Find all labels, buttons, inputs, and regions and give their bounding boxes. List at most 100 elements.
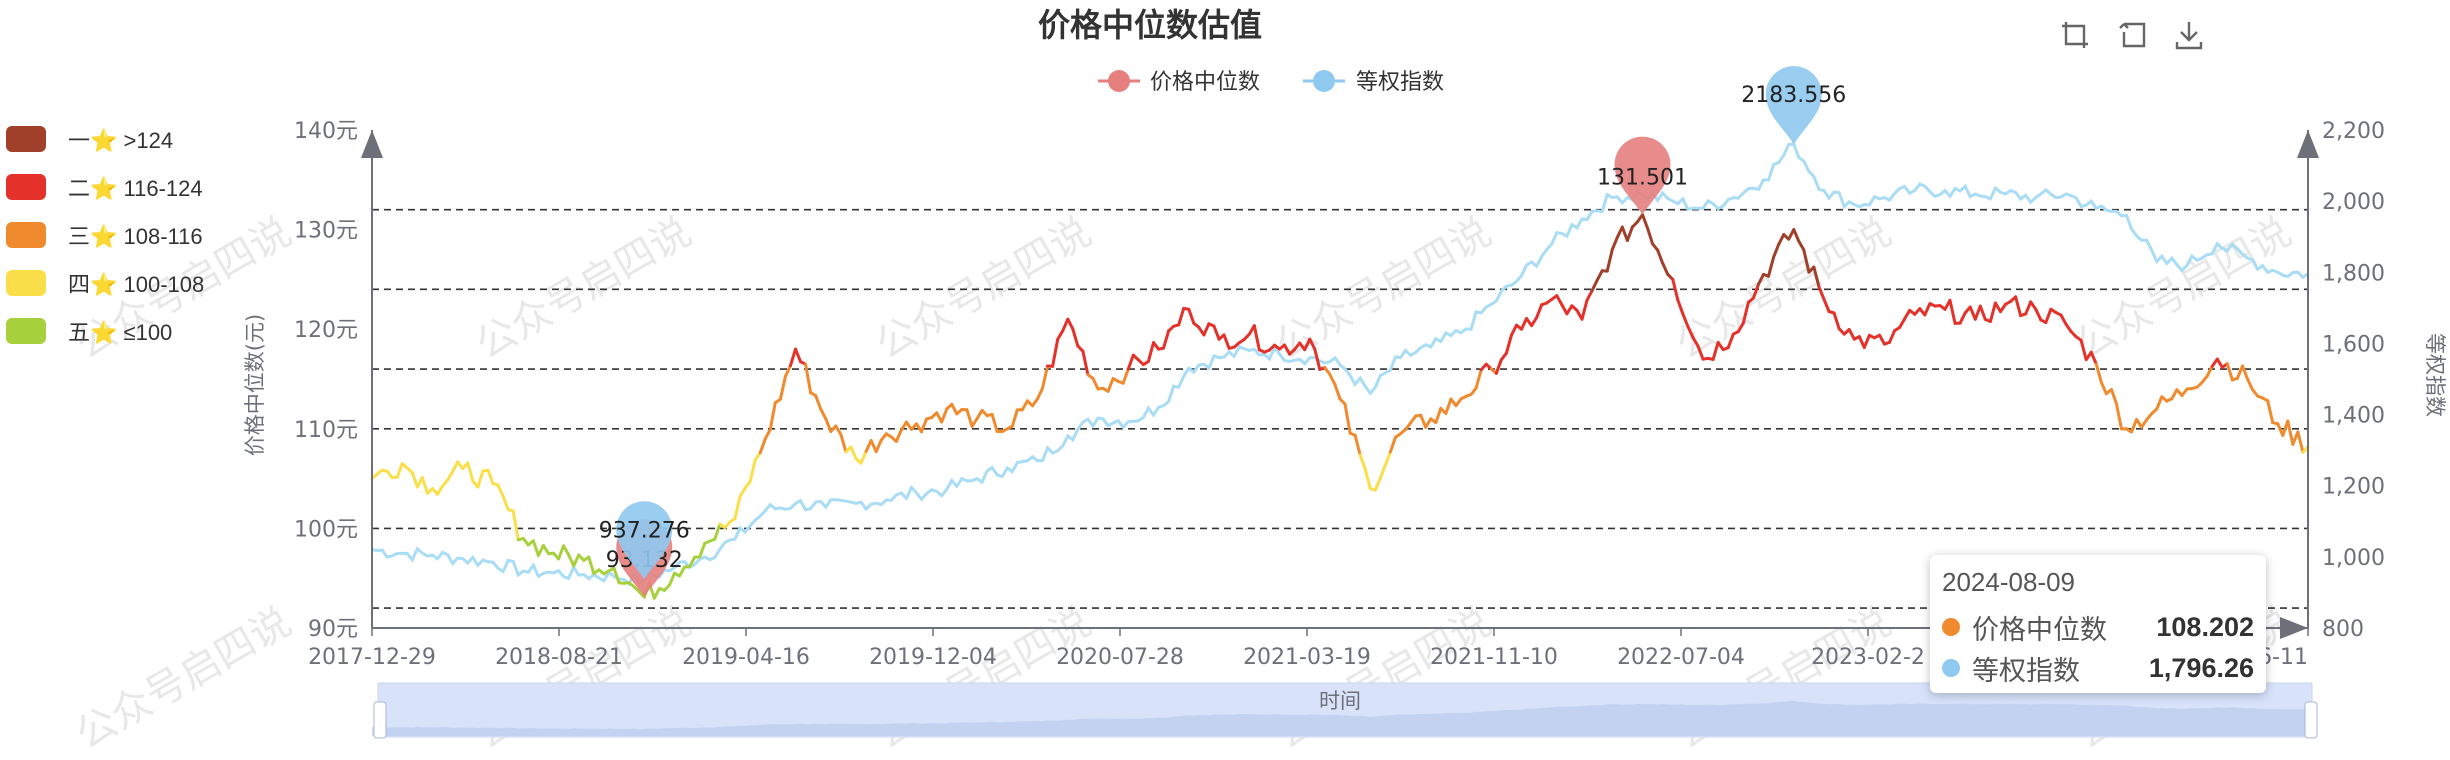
median-segment bbox=[2170, 388, 2179, 401]
median-segment bbox=[1363, 467, 1372, 491]
median-segment bbox=[1757, 272, 1765, 286]
median-segment bbox=[1671, 277, 1680, 302]
median-segment bbox=[1010, 408, 1019, 428]
y-right-tick-label: 1,000 bbox=[2322, 546, 2385, 571]
median-segment bbox=[864, 439, 873, 453]
median-segment bbox=[778, 375, 787, 401]
median-segment bbox=[557, 544, 566, 561]
y-left-ticks: 90元 100元 110元 120元 130元 140元 bbox=[294, 119, 358, 642]
y-left-tick-label: 130元 bbox=[294, 219, 358, 244]
median-segment bbox=[698, 541, 707, 559]
tooltip-series-value: 1,796.26 bbox=[2148, 652, 2254, 683]
median-segment bbox=[1212, 324, 1221, 341]
median-segment bbox=[1590, 278, 1599, 293]
median-segment bbox=[1530, 316, 1539, 328]
median-segment bbox=[1036, 386, 1044, 401]
median-segment bbox=[1283, 343, 1292, 356]
legend-item-median[interactable]: 价格中位数 bbox=[1098, 70, 1260, 95]
median-segment bbox=[562, 544, 571, 557]
median-segment bbox=[1741, 300, 1750, 325]
median-segment bbox=[1187, 307, 1196, 325]
median-segment bbox=[1878, 333, 1886, 346]
peak-pin bbox=[1614, 136, 1671, 215]
download-icon[interactable] bbox=[2172, 18, 2206, 52]
median-segment bbox=[1888, 329, 1897, 344]
median-segment bbox=[2246, 377, 2254, 392]
median-segment bbox=[1978, 304, 1987, 321]
median-segment bbox=[1973, 304, 1982, 321]
median-segment bbox=[1696, 344, 1705, 361]
median-segment bbox=[950, 402, 959, 416]
median-segment bbox=[1121, 367, 1130, 385]
restore-icon[interactable] bbox=[2116, 18, 2150, 52]
median-segment bbox=[1343, 402, 1352, 435]
visual-map-item[interactable]: 五⭐ ≤100 bbox=[6, 307, 204, 355]
median-segment bbox=[2109, 388, 2118, 405]
median-segment bbox=[1555, 294, 1564, 307]
median-segment bbox=[496, 483, 505, 498]
visual-map-swatch bbox=[6, 174, 46, 200]
median-segment bbox=[446, 470, 455, 482]
median-segment bbox=[1333, 383, 1342, 401]
median-segment bbox=[1993, 301, 2002, 314]
visual-map-item[interactable]: 二⭐ 116-124 bbox=[6, 163, 204, 211]
median-segment bbox=[1948, 298, 1957, 325]
legend-label-index: 等权指数 bbox=[1356, 70, 1444, 95]
median-segment bbox=[1625, 225, 1634, 242]
median-segment bbox=[738, 486, 747, 499]
median-segment bbox=[1303, 337, 1312, 352]
median-segment bbox=[567, 553, 576, 568]
median-segment bbox=[2044, 307, 2053, 325]
median-segment bbox=[894, 428, 903, 443]
median-segment bbox=[970, 417, 979, 428]
peak-label: 937.276 bbox=[599, 518, 690, 543]
median-segment bbox=[748, 458, 757, 484]
median-segment bbox=[1066, 317, 1075, 331]
tooltip-date: 2024-08-09 bbox=[1942, 567, 2075, 597]
median-segment bbox=[874, 438, 883, 454]
data-zoom-handle-left[interactable] bbox=[373, 701, 387, 739]
median-segment bbox=[2140, 418, 2149, 429]
index-line bbox=[371, 142, 2309, 587]
legend-item-index[interactable]: 等权指数 bbox=[1303, 70, 1444, 95]
x-tick-label: 2019-12-04 bbox=[869, 645, 997, 670]
data-zoom-handle-right[interactable] bbox=[2304, 701, 2318, 739]
x-tick-label: 2021-11-10 bbox=[1430, 645, 1558, 670]
median-segment bbox=[688, 555, 697, 569]
tooltip-row-median: 价格中位数 108.202 bbox=[1942, 610, 2254, 645]
zoom-icon[interactable] bbox=[2060, 18, 2094, 52]
median-segment bbox=[1504, 333, 1513, 355]
y-right-ticks: 800 1,000 1,200 1,400 1,600 1,800 2,000 2,200 bbox=[2322, 119, 2385, 642]
median-segment bbox=[1081, 349, 1090, 377]
median-segment bbox=[536, 544, 545, 557]
median-segment bbox=[541, 544, 550, 556]
x-tick-label: 2020-07-28 bbox=[1056, 645, 1184, 670]
x-axis-name: 时间 bbox=[1319, 689, 1361, 713]
y-right-axis-name: 等权指数 bbox=[2423, 333, 2447, 417]
median-segment bbox=[849, 445, 858, 461]
visual-map-item[interactable]: 三⭐ 108-116 bbox=[6, 211, 204, 259]
median-segment bbox=[1898, 317, 1907, 329]
visual-map-item[interactable]: 一⭐ >124 bbox=[6, 115, 204, 163]
median-segment bbox=[1388, 435, 1397, 454]
median-segment bbox=[758, 437, 767, 455]
median-segment bbox=[1162, 329, 1171, 350]
visual-map-item[interactable]: 四⭐ 100-108 bbox=[6, 259, 204, 307]
median-segment bbox=[1560, 303, 1569, 316]
peak-label: 2183.556 bbox=[1741, 83, 1846, 108]
median-segment bbox=[2266, 399, 2275, 425]
median-segment bbox=[1041, 364, 1050, 390]
median-segment bbox=[869, 439, 878, 454]
peak-pin bbox=[616, 501, 673, 580]
median-segment bbox=[587, 555, 596, 576]
median-segment bbox=[1968, 305, 1977, 321]
median-segment bbox=[1091, 377, 1100, 391]
median-segment bbox=[668, 571, 676, 587]
x-tick-label: 2018-08-21 bbox=[495, 645, 623, 670]
median-segment bbox=[1726, 332, 1735, 350]
median-segment bbox=[1444, 397, 1453, 415]
median-segment bbox=[572, 553, 581, 568]
median-segment bbox=[476, 469, 485, 489]
median-segment bbox=[2296, 430, 2305, 454]
